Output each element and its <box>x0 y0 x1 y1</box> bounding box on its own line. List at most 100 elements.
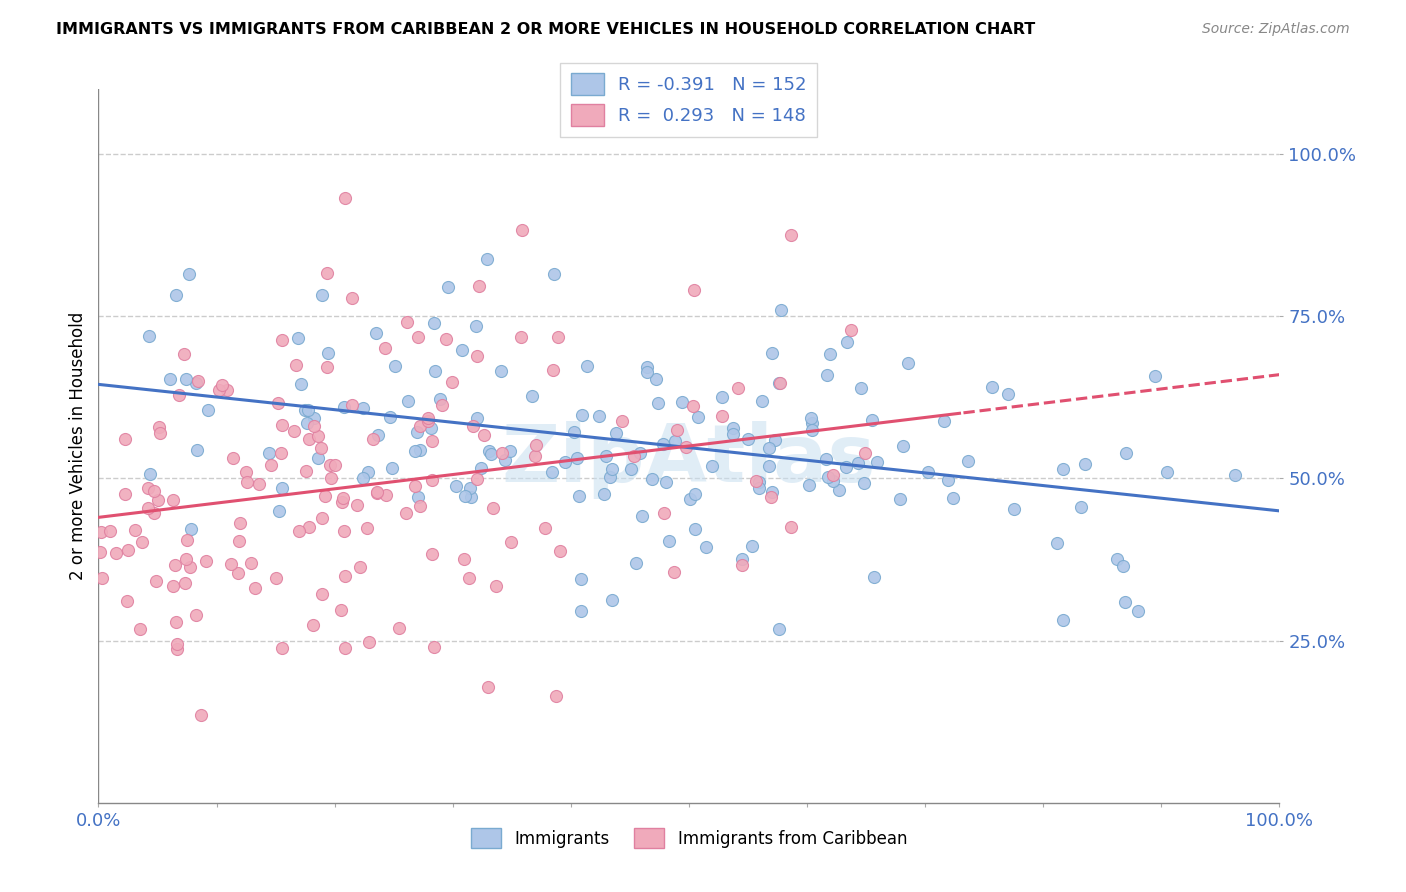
Point <box>114 432 136 446</box>
Point <box>1114 595 1136 609</box>
Point <box>600 592 623 607</box>
Point <box>406 329 429 343</box>
Point <box>423 316 446 330</box>
Point <box>576 359 599 373</box>
Point <box>117 594 139 608</box>
Point <box>409 499 432 513</box>
Point <box>1045 536 1067 550</box>
Point <box>640 472 662 486</box>
Point <box>311 287 333 301</box>
Point <box>534 521 557 535</box>
Point <box>146 492 169 507</box>
Point <box>565 451 588 466</box>
Point <box>166 636 188 650</box>
Point <box>748 481 770 495</box>
Point <box>768 376 790 390</box>
Point <box>654 506 676 520</box>
Point <box>352 471 374 485</box>
Point <box>465 349 488 363</box>
Point <box>458 571 481 585</box>
Point <box>509 329 531 343</box>
Point <box>333 524 356 538</box>
Point <box>298 433 321 447</box>
Point <box>623 449 645 463</box>
Point <box>311 586 333 600</box>
Point <box>768 622 790 636</box>
Point <box>176 533 198 547</box>
Point <box>316 266 339 280</box>
Point <box>174 372 197 386</box>
Point <box>349 560 371 574</box>
Point <box>173 347 195 361</box>
Point <box>319 470 342 484</box>
Y-axis label: 2 or more Vehicles in Household: 2 or more Vehicles in Household <box>69 312 87 580</box>
Point <box>569 573 592 587</box>
Point <box>346 498 368 512</box>
Point <box>257 446 280 460</box>
Point <box>523 449 546 463</box>
Point <box>499 443 522 458</box>
Point <box>149 426 172 441</box>
Point <box>636 365 658 379</box>
Point <box>636 360 658 375</box>
Point <box>1004 502 1026 516</box>
Point <box>1074 458 1097 472</box>
Point <box>335 569 357 583</box>
Point <box>332 491 354 505</box>
Point <box>664 434 686 449</box>
Point <box>174 552 197 566</box>
Point <box>406 490 429 504</box>
Point <box>588 409 610 423</box>
Point <box>395 315 418 329</box>
Point <box>236 475 259 490</box>
Point <box>665 423 688 437</box>
Point <box>187 374 209 388</box>
Point <box>211 377 233 392</box>
Point <box>839 323 862 337</box>
Point <box>1223 468 1246 483</box>
Point <box>815 451 838 466</box>
Point <box>652 436 675 450</box>
Point <box>260 458 283 473</box>
Point <box>314 489 336 503</box>
Point <box>852 476 875 491</box>
Point <box>323 458 346 472</box>
Point <box>853 445 876 459</box>
Point <box>721 421 744 435</box>
Point <box>240 556 263 570</box>
Point <box>1115 446 1137 460</box>
Point <box>184 376 207 390</box>
Point <box>770 303 793 318</box>
Point <box>423 640 446 654</box>
Text: Source: ZipAtlas.com: Source: ZipAtlas.com <box>1202 22 1350 37</box>
Point <box>682 283 704 297</box>
Point <box>688 410 710 425</box>
Point <box>727 381 749 395</box>
Point <box>761 484 783 499</box>
Point <box>364 326 387 341</box>
Point <box>467 279 489 293</box>
Point <box>763 433 786 447</box>
Point <box>229 516 252 530</box>
Point <box>628 445 651 459</box>
Point <box>889 491 911 506</box>
Point <box>711 390 734 404</box>
Point <box>818 347 841 361</box>
Point <box>222 451 245 466</box>
Point <box>548 543 571 558</box>
Point <box>891 440 914 454</box>
Text: ZipAtlas: ZipAtlas <box>502 421 876 500</box>
Point <box>420 434 443 449</box>
Point <box>662 565 685 579</box>
Point <box>610 414 633 428</box>
Point <box>335 641 357 656</box>
Point <box>932 414 955 428</box>
Point <box>307 429 329 443</box>
Point <box>271 481 294 495</box>
Point <box>180 522 202 536</box>
Point <box>593 487 616 501</box>
Point <box>162 579 184 593</box>
Point <box>294 403 316 417</box>
Point <box>461 418 484 433</box>
Point <box>228 534 250 549</box>
